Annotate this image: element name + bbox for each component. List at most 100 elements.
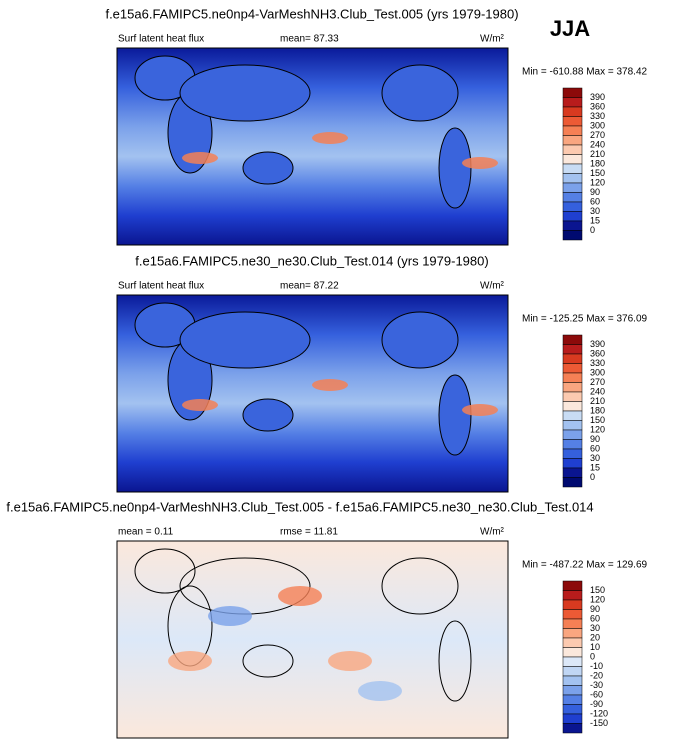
continent-outline <box>438 620 472 702</box>
anomaly-blob <box>358 681 402 701</box>
colorbar-box <box>562 144 583 155</box>
colorbar-label: 0 <box>590 225 595 235</box>
colorbar-box <box>562 458 583 469</box>
colorbar-label: 360 <box>590 101 605 111</box>
colorbar-box <box>562 609 583 620</box>
continent-outline <box>242 151 294 185</box>
colorbar-label: 0 <box>590 651 595 661</box>
colorbar-box <box>562 87 583 98</box>
colorbar-label: 240 <box>590 139 605 149</box>
colorbar-box <box>562 97 583 108</box>
colorbar-label: 120 <box>590 594 605 604</box>
colorbar-box <box>562 334 583 345</box>
continent-outline <box>179 311 311 369</box>
colorbar-box <box>562 125 583 136</box>
colorbar-label: 90 <box>590 187 600 197</box>
colorbar-label: 330 <box>590 111 605 121</box>
colorbar-box <box>562 344 583 355</box>
left-label: Surf latent heat flux <box>118 281 204 292</box>
colorbar-box <box>562 439 583 450</box>
colorbar-box <box>562 467 583 478</box>
left-label: mean = 0.11 <box>118 527 174 538</box>
continent-outline <box>438 374 472 456</box>
colorbar-label: 150 <box>590 168 605 178</box>
colorbar-label: 15 <box>590 215 600 225</box>
colorbar-box <box>562 580 583 591</box>
colorbar-label: -10 <box>590 661 603 671</box>
colorbar-box <box>562 116 583 127</box>
colorbar-label: 120 <box>590 177 605 187</box>
center-label: mean= 87.33 <box>280 34 339 45</box>
colorbar-label: 180 <box>590 158 605 168</box>
heat-band <box>462 157 498 169</box>
colorbar-label: 210 <box>590 149 605 159</box>
units-label: W/m² <box>480 34 505 45</box>
colorbar-box <box>562 106 583 117</box>
units-label: W/m² <box>480 527 505 538</box>
panel-title: f.e15a6.FAMIPC5.ne30_ne30.Club_Test.014 … <box>135 253 488 268</box>
colorbar-box <box>562 135 583 146</box>
colorbar-label: 10 <box>590 642 600 652</box>
colorbar-label: 270 <box>590 377 605 387</box>
heat-band <box>312 132 348 144</box>
colorbar-label: 390 <box>590 339 605 349</box>
min-max-label: Min = -487.22 Max = 129.69 <box>522 560 648 571</box>
colorbar-box <box>562 637 583 648</box>
colorbar-label: -30 <box>590 680 603 690</box>
colorbar-box <box>562 675 583 686</box>
colorbar-label: -60 <box>590 689 603 699</box>
colorbar-box <box>562 211 583 222</box>
colorbar-label: 300 <box>590 367 605 377</box>
colorbar-label: 30 <box>590 623 600 633</box>
colorbar-label: 0 <box>590 472 595 482</box>
continent-outline <box>438 127 472 209</box>
continent-outline <box>381 64 459 122</box>
colorbar-label: 150 <box>590 585 605 595</box>
anomaly-blob <box>168 651 212 671</box>
colorbar-box <box>562 656 583 667</box>
units-label: W/m² <box>480 281 505 292</box>
colorbar-box <box>562 666 583 677</box>
colorbar-label: 90 <box>590 604 600 614</box>
colorbar-box <box>562 220 583 231</box>
colorbar-box <box>562 201 583 212</box>
colorbar-box <box>562 363 583 374</box>
continent-outline <box>242 644 294 678</box>
min-max-label: Min = -125.25 Max = 376.09 <box>522 314 648 325</box>
colorbar-label: 390 <box>590 92 605 102</box>
anomaly-blob <box>328 651 372 671</box>
colorbar-box <box>562 618 583 629</box>
colorbar-label: 240 <box>590 386 605 396</box>
colorbar-box <box>562 590 583 601</box>
continent-outline <box>381 311 459 369</box>
colorbar-label: 60 <box>590 443 600 453</box>
colorbar-label: 15 <box>590 462 600 472</box>
colorbar-box <box>562 192 583 203</box>
colorbar-box <box>562 173 583 184</box>
colorbar-label: 20 <box>590 632 600 642</box>
colorbar-box <box>562 163 583 174</box>
heat-band <box>182 152 218 164</box>
colorbar-box <box>562 477 583 488</box>
colorbar-box <box>562 230 583 241</box>
map-field <box>116 540 509 739</box>
colorbar-box <box>562 382 583 393</box>
continent-outline <box>381 557 459 615</box>
colorbar-box <box>562 647 583 658</box>
colorbar-box <box>562 694 583 705</box>
colorbar-box <box>562 401 583 412</box>
colorbar-box <box>562 628 583 639</box>
colorbar-label: 90 <box>590 434 600 444</box>
colorbar-box <box>562 685 583 696</box>
colorbar-label: 330 <box>590 358 605 368</box>
colorbar-label: 60 <box>590 613 600 623</box>
colorbar-label: 360 <box>590 348 605 358</box>
colorbar-label: -150 <box>590 718 608 728</box>
colorbar-box <box>562 410 583 421</box>
continent-outline <box>179 64 311 122</box>
colorbar-box <box>562 391 583 402</box>
colorbar-label: 120 <box>590 424 605 434</box>
panel-title: f.e15a6.FAMIPC5.ne0np4-VarMeshNH3.Club_T… <box>6 499 593 514</box>
colorbar-box <box>562 429 583 440</box>
